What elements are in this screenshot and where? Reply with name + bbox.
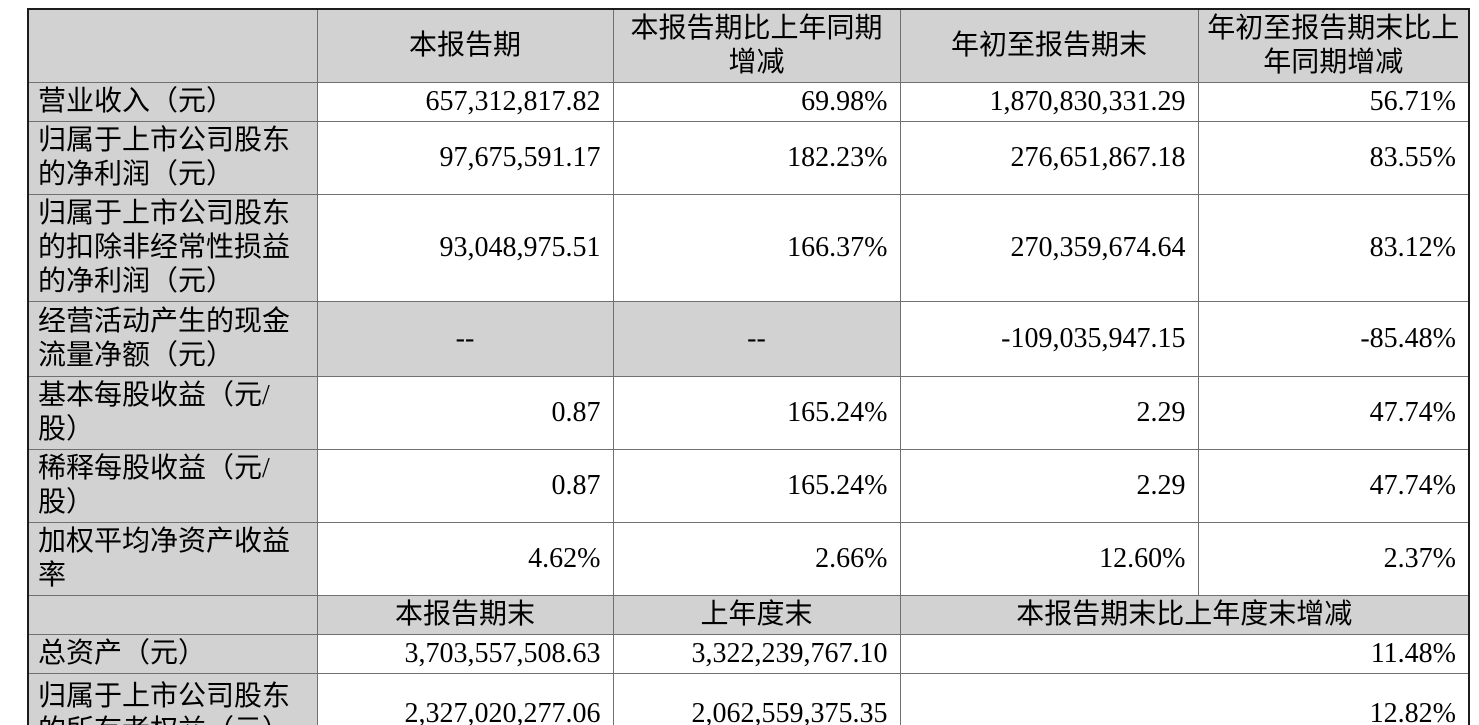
table-row-net-profit-excl-nonrecurring: 归属于上市公司股东 的扣除非经常性损益 的净利润（元） 93,048,975.5…: [27, 194, 1470, 302]
row-label: 加权平均净资产收益 率: [27, 522, 318, 596]
header-cell-period-end: 本报告期末: [316, 595, 614, 635]
data-cell-dash: --: [612, 301, 901, 377]
data-cell: 12.82%: [899, 673, 1470, 725]
table-row-basic-eps: 基本每股收益（元/ 股） 0.87 165.24% 2.29 47.74%: [27, 376, 1470, 450]
row-label: 基本每股收益（元/ 股）: [27, 376, 318, 450]
data-cell: 11.48%: [899, 634, 1470, 674]
header-cell-period-end-change: 本报告期末比上年度末增减: [899, 595, 1470, 635]
table-header-row-period: 本报告期 本报告期比上年同期 增减 年初至报告期末 年初至报告期末比上 年同期增…: [27, 8, 1470, 83]
table-row-operating-cash-flow: 经营活动产生的现金 流量净额（元） -- -- -109,035,947.15 …: [27, 301, 1470, 377]
data-cell: 47.74%: [1197, 376, 1470, 450]
data-cell: 47.74%: [1197, 449, 1470, 523]
data-cell-dash: --: [316, 301, 614, 377]
data-cell: 2.29: [899, 376, 1199, 450]
data-cell: 56.71%: [1197, 82, 1470, 122]
data-cell: 4.62%: [316, 522, 614, 596]
table-row-equity: 归属于上市公司股东 的所有者权益（元） 2,327,020,277.06 2,0…: [27, 673, 1470, 725]
data-cell: 93,048,975.51: [316, 194, 614, 302]
data-cell: -85.48%: [1197, 301, 1470, 377]
data-cell: 657,312,817.82: [316, 82, 614, 122]
header-cell-prior-year-end: 上年度末: [612, 595, 901, 635]
header-cell-current-period-yoy: 本报告期比上年同期 增减: [612, 8, 901, 83]
data-cell: 0.87: [316, 376, 614, 450]
row-label: 营业收入（元）: [27, 82, 318, 122]
table-row-revenue: 营业收入（元） 657,312,817.82 69.98% 1,870,830,…: [27, 82, 1470, 122]
row-label: 经营活动产生的现金 流量净额（元）: [27, 301, 318, 377]
row-label: 归属于上市公司股东 的所有者权益（元）: [27, 673, 318, 725]
data-cell: 97,675,591.17: [316, 121, 614, 195]
data-cell: 83.55%: [1197, 121, 1470, 195]
data-cell: 2.66%: [612, 522, 901, 596]
data-cell: -109,035,947.15: [899, 301, 1199, 377]
data-cell: 270,359,674.64: [899, 194, 1199, 302]
row-label: 归属于上市公司股东 的扣除非经常性损益 的净利润（元）: [27, 194, 318, 302]
data-cell: 2.37%: [1197, 522, 1470, 596]
data-cell: 0.87: [316, 449, 614, 523]
data-cell: 3,703,557,508.63: [316, 634, 614, 674]
data-cell: 276,651,867.18: [899, 121, 1199, 195]
data-cell: 2.29: [899, 449, 1199, 523]
table-row-weighted-avg-roe: 加权平均净资产收益 率 4.62% 2.66% 12.60% 2.37%: [27, 522, 1470, 596]
data-cell: 3,322,239,767.10: [612, 634, 901, 674]
data-cell: 12.60%: [899, 522, 1199, 596]
data-cell: 165.24%: [612, 376, 901, 450]
data-cell: 69.98%: [612, 82, 901, 122]
table-row-net-profit: 归属于上市公司股东 的净利润（元） 97,675,591.17 182.23% …: [27, 121, 1470, 195]
table-header-row-period-end: 本报告期末 上年度末 本报告期末比上年度末增减: [27, 595, 1470, 635]
data-cell: 165.24%: [612, 449, 901, 523]
data-cell: 166.37%: [612, 194, 901, 302]
header-cell-blank: [27, 8, 318, 83]
table-row-total-assets: 总资产（元） 3,703,557,508.63 3,322,239,767.10…: [27, 634, 1470, 674]
table-row-diluted-eps: 稀释每股收益（元/ 股） 0.87 165.24% 2.29 47.74%: [27, 449, 1470, 523]
data-cell: 182.23%: [612, 121, 901, 195]
data-cell: 2,327,020,277.06: [316, 673, 614, 725]
header-cell-current-period: 本报告期: [316, 8, 614, 83]
row-label: 总资产（元）: [27, 634, 318, 674]
row-label: 稀释每股收益（元/ 股）: [27, 449, 318, 523]
data-cell: 2,062,559,375.35: [612, 673, 901, 725]
row-label: 归属于上市公司股东 的净利润（元）: [27, 121, 318, 195]
data-cell: 1,870,830,331.29: [899, 82, 1199, 122]
header-cell-ytd: 年初至报告期末: [899, 8, 1199, 83]
header-cell-ytd-yoy: 年初至报告期末比上 年同期增减: [1197, 8, 1470, 83]
data-cell: 83.12%: [1197, 194, 1470, 302]
financial-summary-table: 本报告期 本报告期比上年同期 增减 年初至报告期末 年初至报告期末比上 年同期增…: [27, 8, 1470, 725]
header-cell-blank: [27, 595, 318, 635]
